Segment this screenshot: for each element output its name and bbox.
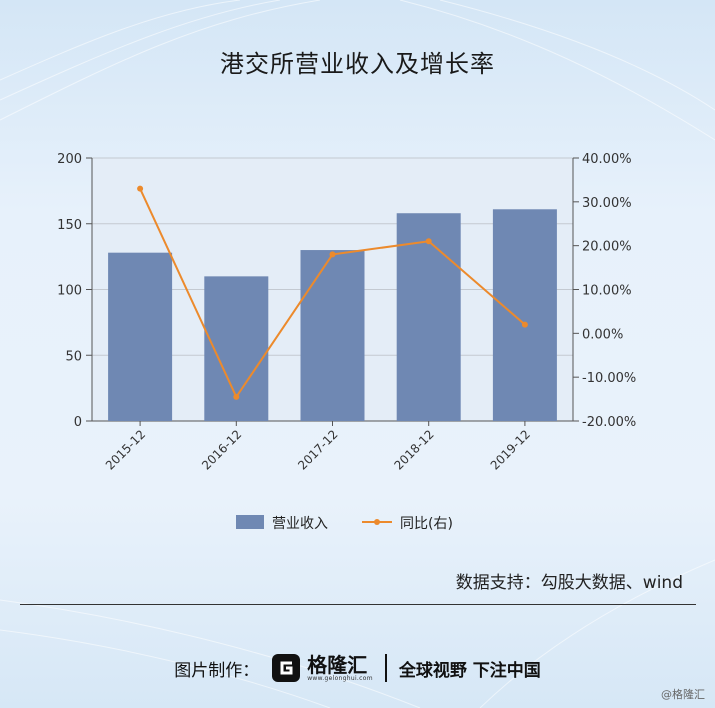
bar — [108, 252, 173, 421]
footer: 图片制作： 格隆汇 www.gelonghui.com 全球视野 下注中国 — [0, 648, 715, 688]
legend-bar-swatch — [236, 515, 264, 529]
x-axis-tick-label: 2019-12 — [488, 427, 533, 472]
left-axis-tick-label: 200 — [57, 152, 82, 167]
left-axis-tick-label: 150 — [57, 218, 82, 233]
left-axis-tick-label: 0 — [74, 415, 82, 430]
left-axis-tick-label: 100 — [57, 284, 82, 299]
footer-prefix: 图片制作： — [174, 660, 260, 681]
legend-line-marker — [374, 519, 380, 525]
x-axis-tick-label: 2016-12 — [199, 427, 244, 472]
footer-logo-name: 格隆汇 — [307, 652, 368, 677]
x-axis-tick-label: 2017-12 — [295, 427, 340, 472]
x-axis-tick-label: 2018-12 — [391, 427, 436, 472]
right-axis-tick-label: 20.00% — [582, 240, 632, 255]
bar — [492, 209, 557, 421]
growth-point — [233, 393, 240, 400]
corner-watermark: @格隆汇 — [661, 688, 705, 701]
right-axis-tick-label: 40.00% — [582, 152, 632, 167]
footer-logo: 格隆汇 www.gelonghui.com — [271, 653, 373, 683]
footer-slogan: 全球视野 下注中国 — [398, 660, 541, 681]
growth-point — [329, 251, 336, 258]
right-axis-tick-label: 0.00% — [582, 327, 623, 342]
bar — [396, 213, 461, 421]
bar — [300, 250, 365, 421]
growth-point — [137, 185, 144, 192]
gelonghui-logo-icon — [272, 654, 301, 682]
data-source: 数据支持：勾股大数据、wind — [455, 573, 683, 593]
right-axis-tick-label: 10.00% — [582, 284, 632, 299]
chart-title: 港交所营业收入及增长率 — [220, 50, 495, 78]
growth-point — [425, 238, 432, 245]
footer-divider — [20, 604, 696, 605]
right-axis-tick-label: -20.00% — [582, 415, 636, 430]
footer-separator — [384, 654, 387, 682]
growth-point — [521, 321, 528, 328]
footer-logo-url: www.gelonghui.com — [307, 674, 373, 682]
left-axis-tick-label: 50 — [65, 349, 82, 364]
legend-line-label: 同比(右) — [400, 516, 453, 532]
right-axis-tick-label: -10.00% — [582, 371, 636, 386]
legend-bar-label: 营业收入 — [272, 516, 328, 532]
x-axis-tick-label: 2015-12 — [103, 427, 148, 472]
right-axis-tick-label: 30.00% — [582, 196, 632, 211]
